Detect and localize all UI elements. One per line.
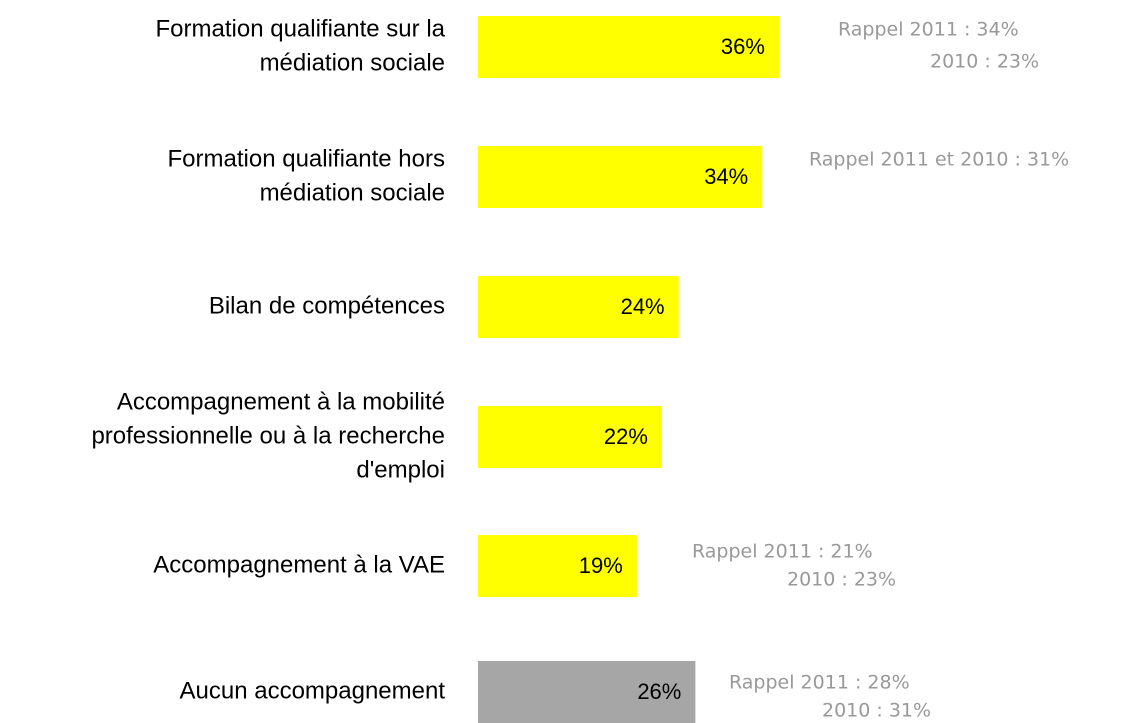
value-label: 19% — [579, 553, 623, 578]
value-label: 34% — [704, 164, 748, 189]
category-label: professionnelle ou à la recherche — [91, 422, 445, 449]
category-label: d'emploi — [356, 456, 445, 483]
annotation: 2010 : 31% — [822, 700, 931, 722]
bar — [478, 661, 696, 723]
value-label: 26% — [637, 679, 681, 704]
bar — [478, 146, 763, 208]
value-label: 36% — [721, 34, 765, 59]
category-label: médiation sociale — [260, 179, 445, 206]
annotation: Rappel 2011 : 28% — [729, 672, 910, 694]
annotation: Rappel 2011 et 2010 : 31% — [809, 149, 1069, 171]
category-label: Aucun accompagnement — [180, 677, 446, 704]
bar — [478, 16, 779, 78]
category-label: Accompagnement à la VAE — [153, 551, 445, 578]
category-label: Formation qualifiante sur la — [156, 15, 446, 42]
value-label: 24% — [621, 294, 665, 319]
annotation: Rappel 2011 : 34% — [838, 19, 1019, 41]
annotation: Rappel 2011 : 21% — [692, 541, 873, 563]
value-label: 22% — [604, 424, 648, 449]
annotation: 2010 : 23% — [930, 51, 1039, 73]
category-label: médiation sociale — [260, 49, 445, 76]
bar — [478, 406, 662, 468]
category-label: Bilan de compétences — [209, 292, 445, 319]
bar — [478, 276, 679, 338]
annotation: 2010 : 23% — [787, 569, 896, 591]
bar — [478, 535, 637, 597]
category-label: Formation qualifiante hors — [168, 145, 445, 172]
category-label: Accompagnement à la mobilité — [117, 388, 445, 415]
